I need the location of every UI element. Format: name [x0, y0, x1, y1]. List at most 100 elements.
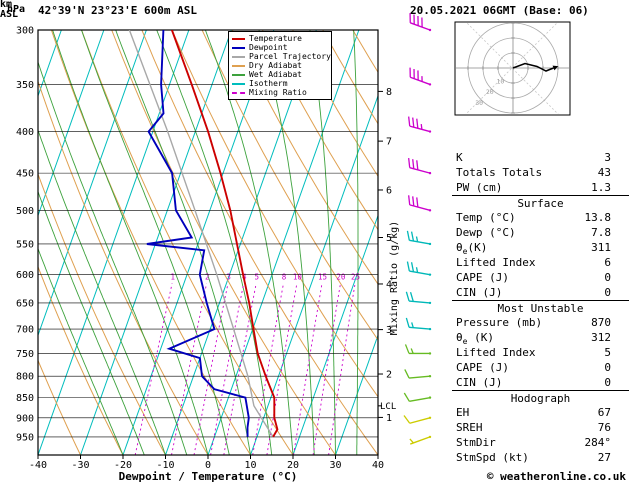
temp-tick-label: -10: [156, 460, 174, 471]
stat-label: PW (cm): [456, 181, 503, 194]
stat-value: 870: [591, 316, 611, 329]
x-axis-title: Dewpoint / Temperature (°C): [119, 470, 298, 483]
sounding-traces: [128, 30, 279, 438]
temp-tick-label: -30: [71, 460, 89, 471]
pressure-tick-label: 300: [16, 26, 34, 37]
stat-row: Lifted Index 6: [452, 255, 629, 270]
pressure-tick-label: 800: [16, 372, 34, 383]
stat-row: θe (K) 312: [452, 330, 629, 347]
datetime-title: 20.05.2021 06GMT (Base: 06): [410, 4, 589, 17]
stat-label: SREH: [456, 421, 483, 434]
stat-label: CIN (J): [456, 286, 503, 299]
stat-row: CAPE (J) 0: [452, 270, 629, 285]
stat-value: 6: [604, 256, 611, 269]
stat-row: StmDir 284°: [452, 435, 629, 450]
km-tick-label: 8: [386, 87, 392, 98]
wet-adiabat-swatch: [232, 73, 245, 76]
km-tick-label: 6: [386, 185, 392, 196]
stat-value: 284°: [584, 436, 612, 449]
km-axis-label-asl: ASL: [0, 9, 19, 20]
svg-text:8: 8: [282, 273, 287, 282]
lcl-label: LCL: [380, 402, 396, 412]
stat-row: θe(K) 311: [452, 240, 629, 256]
legend-item: Wet Adiabat: [232, 70, 328, 79]
legend-item-label: Mixing Ratio: [249, 88, 307, 97]
stat-value: 0: [604, 376, 611, 389]
km-axis-label-km: km: [0, 0, 13, 10]
wind-barbs: [403, 13, 432, 445]
legend-item: Temperature: [232, 34, 328, 43]
stat-row: Pressure (mb) 870: [452, 315, 629, 330]
legend-item-label: Parcel Trajectory: [249, 52, 331, 61]
temp-tick-label: -20: [114, 460, 132, 471]
stat-value: 312: [591, 331, 611, 344]
stat-label: θe (K): [456, 331, 494, 347]
legend-item-label: Isotherm: [249, 79, 288, 88]
stat-row: EH 67: [452, 405, 629, 420]
temp-tick-label: 30: [329, 460, 341, 471]
panel-section-header: Most Unstable: [452, 300, 629, 315]
stat-value: 3: [604, 151, 611, 164]
legend-item: Parcel Trajectory: [232, 52, 331, 61]
stat-label: Lifted Index: [456, 346, 536, 359]
pressure-tick-label: 600: [16, 270, 34, 281]
stat-value: 5: [604, 346, 611, 359]
plot-frame: [37, 29, 379, 456]
chart-legend: Temperature Dewpoint Parcel Trajectory Dry …: [228, 31, 332, 100]
stat-label: CIN (J): [456, 376, 503, 389]
stat-value: 311: [591, 241, 611, 254]
parcel-trajectory-swatch: [232, 55, 245, 58]
station-title: 42°39'N 23°23'E 600m ASL: [38, 4, 197, 17]
stat-row: Dewp (°C) 7.8: [452, 225, 629, 240]
indices-panel: K 3 Totals Totals 43 PW (cm) 1.3 Surface Temp (…: [452, 150, 629, 465]
stat-label: CAPE (J): [456, 361, 509, 374]
stat-label: K: [456, 151, 463, 164]
temp-tick-label: 20: [287, 460, 299, 471]
svg-text:20: 20: [336, 273, 346, 282]
stat-value: 1.3: [591, 181, 611, 194]
svg-text:1: 1: [171, 273, 176, 282]
km-axis-label: km ASL: [0, 0, 629, 20]
isotherm-swatch: [232, 82, 245, 85]
stat-row: PW (cm) 1.3: [452, 180, 629, 195]
pressure-tick-label: 450: [16, 169, 34, 180]
stat-value: 0: [604, 271, 611, 284]
pressure-tick-label: 650: [16, 298, 34, 309]
pressure-tick-label: 500: [16, 206, 34, 217]
stat-label: StmDir: [456, 436, 496, 449]
temp-tick-label: -40: [29, 460, 47, 471]
km-tick-label: 1: [386, 413, 392, 424]
pressure-tick-label: 950: [16, 432, 34, 443]
stat-row: CIN (J) 0: [452, 285, 629, 300]
dewpoint-swatch: [232, 46, 245, 49]
pressure-tick-label: 750: [16, 349, 34, 360]
stat-value: 0: [604, 361, 611, 374]
stat-row: CIN (J) 0: [452, 375, 629, 390]
stat-row: Temp (°C) 13.8: [452, 210, 629, 225]
legend-item: Dry Adiabat: [232, 61, 328, 70]
legend-item: Dewpoint: [232, 43, 328, 52]
temperature-axis: -40 -30 -20 -10 0 10 20 30 40: [29, 455, 384, 471]
stat-value: 13.8: [584, 211, 612, 224]
stat-label: Temp (°C): [456, 211, 516, 224]
km-tick-label: 2: [386, 370, 392, 381]
hodograph-trace: [512, 62, 554, 72]
pressure-tick-label: 400: [16, 127, 34, 138]
svg-text:5: 5: [254, 273, 259, 282]
svg-text:3: 3: [226, 273, 231, 282]
svg-text:10: 10: [293, 273, 303, 282]
svg-text:30: 30: [475, 99, 483, 107]
panel-section-header: Hodograph: [452, 390, 629, 405]
svg-text:25: 25: [351, 273, 360, 282]
km-tick-label: 3: [386, 325, 392, 336]
legend-item-label: Dewpoint: [249, 43, 288, 52]
stat-row: CAPE (J) 0: [452, 360, 629, 375]
pressure-tick-label: 900: [16, 413, 34, 424]
stat-row: Lifted Index 5: [452, 345, 629, 360]
stat-row: SREH 76: [452, 420, 629, 435]
stat-value: 0: [604, 286, 611, 299]
stat-value: 76: [597, 421, 611, 434]
dewpoint-trace: [146, 30, 250, 437]
